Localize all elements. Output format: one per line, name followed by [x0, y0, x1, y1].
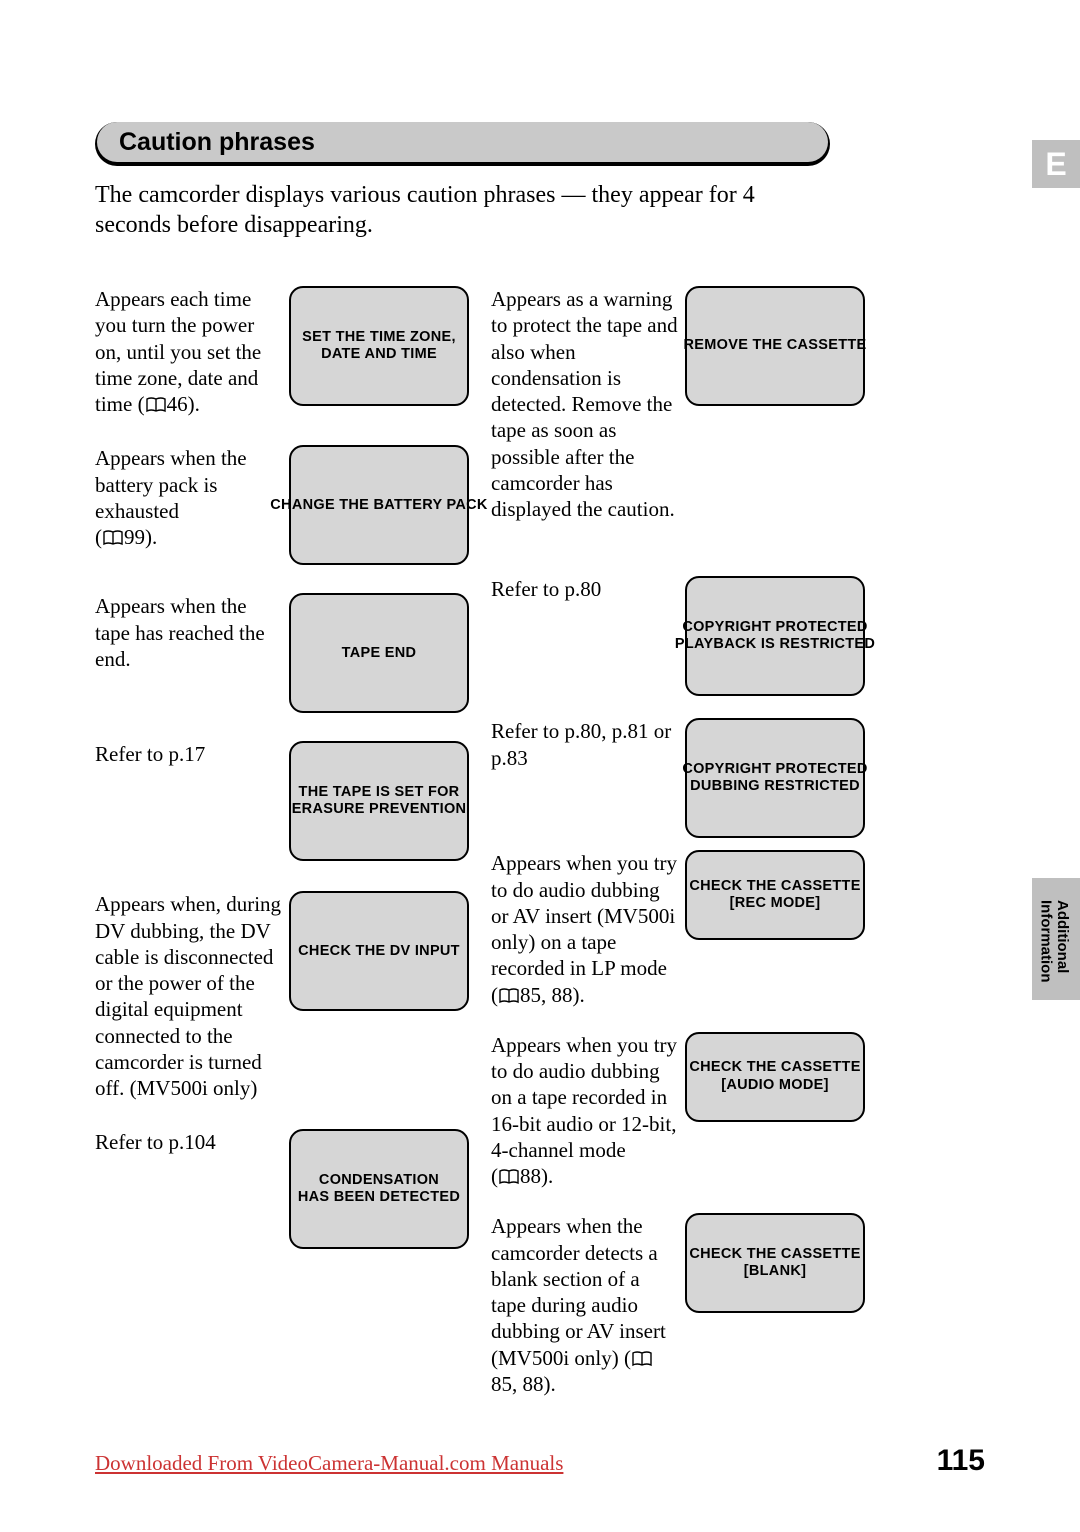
page-reference: 85, 88). [520, 983, 585, 1007]
section-title: Caution phrases [119, 128, 315, 157]
side-label-1: Additional [1054, 900, 1071, 973]
right-row: Refer to p.80 COPYRIGHT PROTECTEDPLAYBACK… [491, 576, 869, 696]
caution-thumbnail: CONDENSATIONHAS BEEN DETECTED [289, 1129, 469, 1249]
caution-description: Appears when the tape has reached the en… [95, 593, 289, 672]
left-row: Appears when the tape has reached the en… [95, 593, 477, 713]
thumbnail-line: COPYRIGHT PROTECTED [682, 619, 867, 636]
caution-description: Appears when the camcorder detects a bla… [491, 1213, 685, 1397]
caution-thumbnail: COPYRIGHT PROTECTEDDUBBING RESTRICTED [685, 718, 865, 838]
thumbnail-line: CHECK THE CASSETTE [689, 1059, 860, 1076]
caution-description: Refer to p.104 [95, 1129, 289, 1155]
desc-text: Appears when the tape has reached the en… [95, 594, 265, 671]
caution-description: Appears each time you turn the power on,… [95, 286, 289, 417]
left-row: Refer to p.104 CONDENSATIONHAS BEEN DETEC… [95, 1129, 477, 1249]
page-footer: Downloaded From VideoCamera-Manual.com M… [95, 1444, 985, 1478]
caution-description: Refer to p.17 [95, 741, 289, 767]
book-icon [145, 397, 167, 413]
thumbnail-line: CHANGE THE BATTERY PACK [270, 497, 487, 514]
thumbnail-line: DATE AND TIME [321, 346, 437, 363]
right-row: Refer to p.80, p.81 or p.83 COPYRIGHT PRO… [491, 718, 869, 838]
thumbnail-line: CONDENSATION [319, 1172, 439, 1189]
thumbnail-line: TAPE END [342, 645, 417, 662]
page-reference: 99). [124, 525, 157, 549]
right-column: Appears as a warning to protect the tape… [491, 286, 869, 1397]
thumbnail-line: SET THE TIME ZONE, [302, 329, 456, 346]
left-row: Appears each time you turn the power on,… [95, 286, 477, 417]
page-reference: 46). [167, 392, 200, 416]
caution-description: Appears as a warning to protect the tape… [491, 286, 685, 522]
desc-text: Refer to p.104 [95, 1130, 216, 1154]
desc-text-cont: ( [491, 1164, 498, 1188]
caution-thumbnail: CHECK THE CASSETTE[REC MODE] [685, 850, 865, 940]
left-row: Refer to p.17 THE TAPE IS SET FORERASURE … [95, 741, 477, 861]
right-row: Appears when the camcorder detects a bla… [491, 1213, 869, 1397]
section-header-inner: Caution phrases [97, 122, 828, 162]
thumbnail-line: HAS BEEN DETECTED [298, 1189, 460, 1206]
desc-text: Refer to p.80 [491, 577, 601, 601]
side-tab-e: E [1032, 140, 1080, 188]
right-row: Appears when you try to do audio dubbing… [491, 1032, 869, 1190]
thumbnail-line: DUBBING RESTRICTED [690, 778, 860, 795]
right-row: Appears as a warning to protect the tape… [491, 286, 869, 522]
desc-text: Refer to p.80, p.81 or p.83 [491, 719, 671, 769]
intro-paragraph: The camcorder displays various caution p… [95, 180, 815, 240]
page-reference: 85, 88). [491, 1372, 556, 1396]
desc-text: Appears as a warning to protect the tape… [491, 287, 678, 521]
section-header: Caution phrases [95, 122, 830, 166]
right-row: Appears when you try to do audio dubbing… [491, 850, 869, 1008]
caution-thumbnail: CHECK THE CASSETTE[AUDIO MODE] [685, 1032, 865, 1122]
caution-description: Refer to p.80, p.81 or p.83 [491, 718, 685, 771]
thumbnail-line: [REC MODE] [730, 895, 821, 912]
main-columns: Appears each time you turn the power on,… [95, 286, 985, 1397]
book-icon [498, 988, 520, 1004]
thumbnail-line: PLAYBACK IS RESTRICTED [675, 636, 875, 653]
side-tab-letter: E [1045, 146, 1066, 183]
desc-text-cont: ( [95, 525, 102, 549]
thumbnail-line: COPYRIGHT PROTECTED [682, 761, 867, 778]
caution-thumbnail: THE TAPE IS SET FORERASURE PREVENTION [289, 741, 469, 861]
side-label-2: Information [1038, 900, 1055, 983]
thumbnail-line: CHECK THE CASSETTE [689, 878, 860, 895]
left-row: Appears when the battery pack is exhaust… [95, 445, 477, 565]
thumbnail-line: THE TAPE IS SET FOR [299, 784, 460, 801]
left-column: Appears each time you turn the power on,… [95, 286, 477, 1397]
book-icon [498, 1169, 520, 1185]
desc-text: Appears when the battery pack is exhaust… [95, 446, 247, 523]
caution-thumbnail: REMOVE THE CASSETTE [685, 286, 865, 406]
thumbnail-line: [BLANK] [744, 1263, 807, 1280]
caution-thumbnail: CHECK THE CASSETTE[BLANK] [685, 1213, 865, 1313]
book-icon [631, 1351, 653, 1367]
thumbnail-line: CHECK THE CASSETTE [689, 1246, 860, 1263]
thumbnail-line: [AUDIO MODE] [721, 1077, 829, 1094]
caution-thumbnail: COPYRIGHT PROTECTEDPLAYBACK IS RESTRICTE… [685, 576, 865, 696]
caution-thumbnail: CHECK THE DV INPUT [289, 891, 469, 1011]
caution-description: Appears when, during DV dubbing, the DV … [95, 891, 289, 1101]
page-reference: 88). [520, 1164, 553, 1188]
footer-link[interactable]: Downloaded From VideoCamera-Manual.com M… [95, 1451, 563, 1476]
thumbnail-line: ERASURE PREVENTION [292, 801, 467, 818]
left-row: Appears when, during DV dubbing, the DV … [95, 891, 477, 1101]
caution-description: Appears when you try to do audio dubbing… [491, 1032, 685, 1190]
side-section-label: Additional Information [1037, 900, 1070, 983]
caution-thumbnail: SET THE TIME ZONE,DATE AND TIME [289, 286, 469, 406]
book-icon [102, 530, 124, 546]
caution-description: Appears when the battery pack is exhaust… [95, 445, 289, 550]
caution-thumbnail: TAPE END [289, 593, 469, 713]
thumbnail-line: CHECK THE DV INPUT [298, 943, 460, 960]
caution-description: Appears when you try to do audio dubbing… [491, 850, 685, 1008]
desc-text: Appears when the camcorder detects a bla… [491, 1214, 666, 1369]
caution-thumbnail: CHANGE THE BATTERY PACK [289, 445, 469, 565]
desc-text: Appears when, during DV dubbing, the DV … [95, 892, 281, 1100]
desc-text: Refer to p.17 [95, 742, 205, 766]
caution-description: Refer to p.80 [491, 576, 685, 602]
footer-page-number: 115 [937, 1444, 985, 1478]
thumbnail-line: REMOVE THE CASSETTE [684, 337, 867, 354]
desc-text: Appears when you try to do audio dubbing… [491, 1033, 677, 1162]
